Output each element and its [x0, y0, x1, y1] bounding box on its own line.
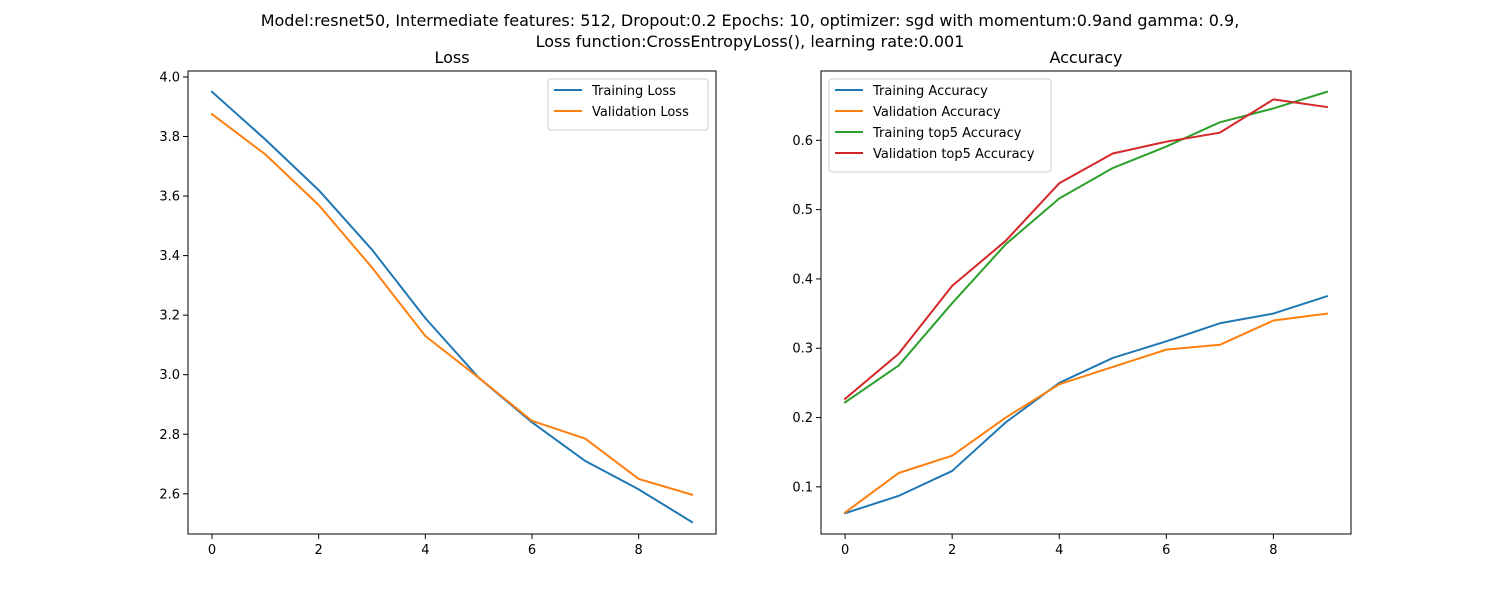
loss-chart: Loss 0 2 4 6 8 2.6 2.8 3.0 3.2 3.4 3.6 3.8 4.0 Trainin…	[159, 48, 717, 558]
legend-label: Validation Accuracy	[873, 105, 1001, 120]
legend-label: Training Accuracy	[872, 84, 988, 99]
legend-label: Validation top5 Accuracy	[873, 147, 1035, 162]
y-tick-label: 3.0	[159, 368, 180, 383]
figure-suptitle-line1: Model:resnet50, Intermediate features: 5…	[260, 11, 1240, 30]
chart-title: Accuracy	[1049, 48, 1122, 67]
y-tick-label: 0.3	[792, 342, 813, 357]
y-tick-label: 0.2	[792, 411, 813, 426]
x-tick-label: 0	[208, 543, 216, 558]
x-tick-label: 8	[1269, 543, 1277, 558]
x-tick-label: 4	[421, 543, 429, 558]
y-tick-label: 2.6	[159, 487, 180, 502]
x-tick-label: 4	[1055, 543, 1063, 558]
series-line-training-accuracy	[843, 295, 1329, 515]
y-tick-label: 3.4	[159, 249, 180, 264]
plot-area	[843, 90, 1329, 515]
y-tick-label: 0.1	[792, 480, 813, 495]
y-tick-label: 0.5	[792, 203, 813, 218]
axes-frame	[820, 70, 1352, 535]
accuracy-chart: Accuracy 0 2 4 6 8 0.1 0.2 0.3 0.4 0.5 0.6 Training …	[792, 48, 1352, 558]
axes-frame	[187, 70, 717, 535]
plot-area	[210, 90, 694, 524]
series-line-validation-top5-accuracy	[843, 98, 1329, 401]
chart-legend: Training Loss Validation Loss	[547, 78, 709, 131]
legend-label: Training top5 Accuracy	[872, 126, 1022, 141]
chart-title: Loss	[434, 48, 469, 67]
legend-label: Validation Loss	[592, 105, 689, 120]
x-tick-label: 2	[315, 543, 323, 558]
chart-legend: Training Accuracy Validation Accuracy Trai…	[828, 78, 1052, 173]
legend-label: Training Loss	[591, 84, 676, 99]
legend-box	[547, 78, 709, 131]
x-tick-label: 6	[1162, 543, 1170, 558]
y-tick-label: 3.8	[159, 130, 180, 145]
x-tick-label: 6	[528, 543, 536, 558]
x-tick-label: 0	[841, 543, 849, 558]
legend-box	[828, 78, 1052, 173]
y-tick-label: 3.6	[159, 190, 180, 205]
y-tick-label: 0.6	[792, 134, 813, 149]
series-line-training-loss	[210, 90, 694, 524]
series-line-validation-accuracy	[843, 312, 1329, 514]
series-line-validation-loss	[210, 112, 694, 496]
y-tick-label: 4.0	[159, 70, 180, 85]
y-tick-label: 3.2	[159, 309, 180, 324]
figure-suptitle-line2: Loss function:CrossEntropyLoss(), learni…	[535, 32, 965, 51]
y-tick-label: 0.4	[792, 272, 813, 287]
x-tick-label: 2	[948, 543, 956, 558]
x-tick-label: 8	[635, 543, 643, 558]
y-tick-label: 2.8	[159, 428, 180, 443]
